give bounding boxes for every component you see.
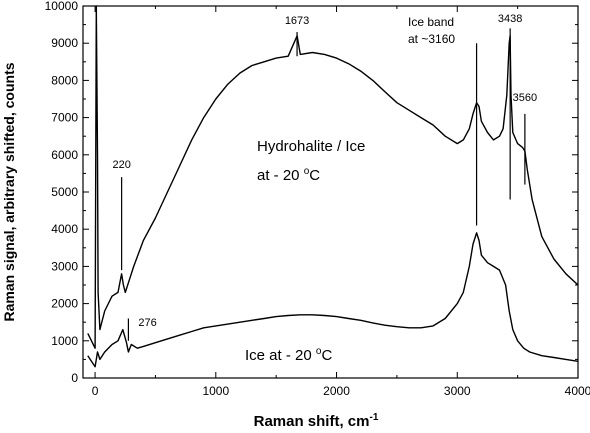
series-layer	[87, 5, 579, 368]
x-tick-label: 2000	[323, 384, 350, 398]
y-tick-label: 10000	[45, 0, 79, 13]
y-tick-label: 3000	[51, 259, 78, 273]
series-line-0	[87, 5, 579, 349]
x-tick-label: 3000	[444, 384, 471, 398]
peak-label-3438: 3438	[498, 13, 522, 25]
y-tick-label: 4000	[51, 222, 78, 236]
x-axis-label: Raman shift, cm-1	[254, 412, 379, 430]
y-tick-label: 8000	[51, 73, 78, 87]
ice-band-label-line1: Ice band	[408, 15, 454, 29]
x-tick-label: 0	[92, 384, 99, 398]
ice-degree: o	[316, 346, 322, 357]
peak-label-220: 220	[112, 159, 130, 171]
ice-label: Ice at - 20 oC	[245, 346, 332, 364]
x-axis-label-sup: -1	[369, 412, 378, 423]
y-tick-label: 1000	[51, 334, 78, 348]
x-tick-label: 4000	[565, 384, 590, 398]
y-ticks: 0 1000 2000 3000 4000 5000 6000 7000 8000 9000 100…	[45, 0, 578, 385]
x-axis-label-main: Raman shift, cm	[254, 413, 370, 430]
hydrohalite-label-line2: at - 20 oC	[257, 166, 320, 184]
y-tick-label: 9000	[51, 36, 78, 50]
peak-label-3560: 3560	[513, 92, 537, 104]
y-tick-label: 7000	[51, 111, 78, 125]
x-tick-label: 1000	[202, 384, 229, 398]
hydrohalite-degree: o	[304, 166, 310, 177]
ice-temp: Ice at - 20	[245, 347, 316, 364]
y-axis-label: Raman signal, arbitrary shifted, counts	[1, 62, 17, 321]
series-line-1	[87, 232, 579, 368]
plot-frame	[82, 5, 579, 379]
ice-unit: C	[321, 347, 332, 364]
peak-label-276: 276	[138, 317, 156, 329]
y-tick-label: 0	[71, 371, 78, 385]
hydrohalite-label-line1: Hydrohalite / Ice	[257, 138, 365, 155]
y-tick-label: 2000	[51, 297, 78, 311]
x-ticks: 0 1000 2000 3000 4000	[92, 6, 590, 398]
hydrohalite-temp: at - 20	[257, 167, 304, 184]
y-tick-label: 5000	[51, 185, 78, 199]
hydrohalite-unit: C	[309, 167, 320, 184]
peak-label-1673: 1673	[285, 15, 309, 27]
peak-markers: 220 1673 3438 3560 276	[112, 13, 537, 341]
y-tick-label: 6000	[51, 148, 78, 162]
ice-band-label-line2: at ~3160	[408, 32, 455, 46]
